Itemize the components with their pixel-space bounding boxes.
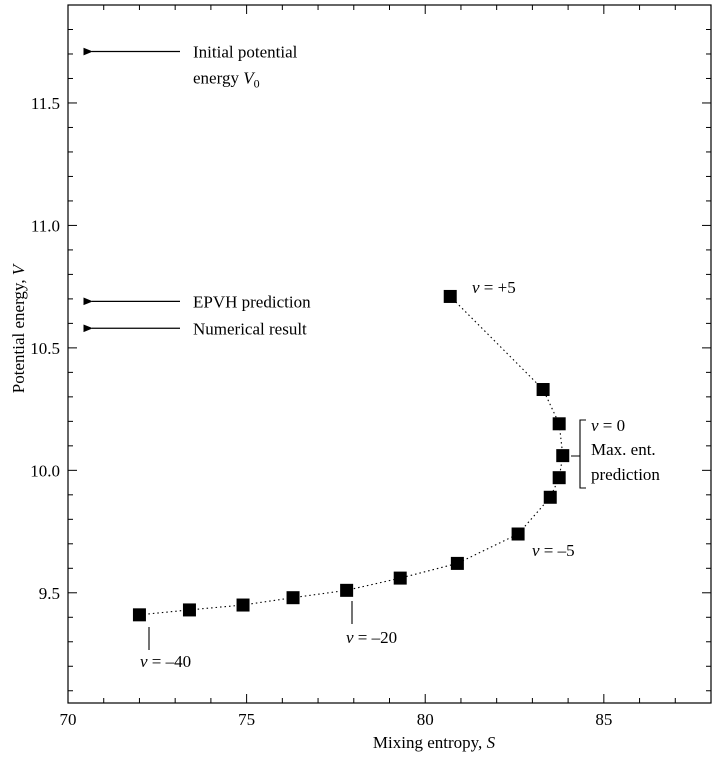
y-tick-labels: 9.5 10.0 10.5 11.0 11.5: [30, 94, 60, 603]
data-point: [556, 449, 570, 463]
annot-v-0-text: = 0: [599, 416, 626, 435]
label-initial-line2: energy V0: [193, 69, 260, 91]
x-axis-title-text: Mixing entropy,: [373, 733, 487, 752]
label-epvh: EPVH prediction: [193, 292, 311, 311]
x-tick-labels: 70 75 80 85: [60, 710, 613, 729]
marker-initial-v0: Initial potential energy V0: [83, 43, 298, 91]
y-tick-label: 11.5: [31, 94, 60, 113]
data-point: [552, 471, 566, 485]
marker-numerical: Numerical result: [83, 319, 307, 338]
maxent-bracket-path: [571, 419, 586, 489]
x-tick-label: 75: [238, 710, 255, 729]
annot-maxent-line1: Max. ent.: [591, 440, 656, 459]
data-point: [536, 383, 550, 397]
x-ticks: [67, 5, 712, 703]
plot-frame: [67, 4, 712, 704]
data-point: [543, 490, 557, 504]
annot-v-minus20: v = –20: [346, 628, 397, 647]
x-tick-label: 70: [60, 710, 77, 729]
x-tick-label: 80: [417, 710, 434, 729]
x-axis-title-var: S: [487, 733, 496, 752]
annot-v-minus5-text: = –5: [540, 541, 575, 560]
data-point: [443, 289, 457, 303]
data-point: [450, 556, 464, 570]
data-point: [340, 583, 354, 597]
label-initial-energy: energy: [193, 69, 243, 88]
data-point: [286, 591, 300, 605]
data-point: [236, 598, 250, 612]
annot-v-0-var: v: [591, 416, 599, 435]
annot-v-minus40-var: v: [140, 652, 148, 671]
annot-v-plus5-text: = +5: [480, 278, 516, 297]
y-axis-title-text: Potential energy,: [9, 275, 28, 393]
y-tick-label: 9.5: [39, 584, 60, 603]
annot-v-minus20-var: v: [346, 628, 354, 647]
x-axis-title: Mixing entropy, S: [373, 733, 496, 752]
annot-v-minus5: v = –5: [532, 541, 575, 560]
y-axis-title-var: V: [9, 262, 28, 275]
y-ticks: [68, 4, 711, 692]
annot-maxent-line2: prediction: [591, 465, 660, 484]
label-numerical: Numerical result: [193, 319, 307, 338]
series-dotted-line: [139, 296, 564, 616]
y-axis-title: Potential energy, V: [9, 262, 28, 393]
y-tick-label: 11.0: [31, 216, 60, 235]
y-tick-label: 10.5: [30, 339, 60, 358]
annot-v-minus40: v = –40: [140, 652, 191, 671]
maxent-bracket: [571, 419, 586, 489]
data-point: [511, 527, 525, 541]
annot-v-plus5: v = +5: [472, 278, 516, 297]
marker-epvh: EPVH prediction: [83, 292, 311, 311]
annot-v-0: v = 0: [591, 416, 625, 435]
series-points: [132, 289, 570, 622]
label-initial-line1: Initial potential: [193, 43, 298, 62]
annot-v-minus5-var: v: [532, 541, 540, 560]
x-tick-label: 85: [595, 710, 612, 729]
data-point: [182, 603, 196, 617]
label-initial-var: V: [243, 69, 256, 88]
data-point: [132, 608, 146, 622]
y-tick-label: 10.0: [30, 461, 60, 480]
annot-v-plus5-var: v: [472, 278, 480, 297]
label-initial-sub: 0: [254, 77, 260, 91]
data-point: [393, 571, 407, 585]
annot-v-minus40-text: = –40: [148, 652, 192, 671]
data-point: [552, 417, 566, 431]
annot-v-minus20-text: = –20: [354, 628, 398, 647]
